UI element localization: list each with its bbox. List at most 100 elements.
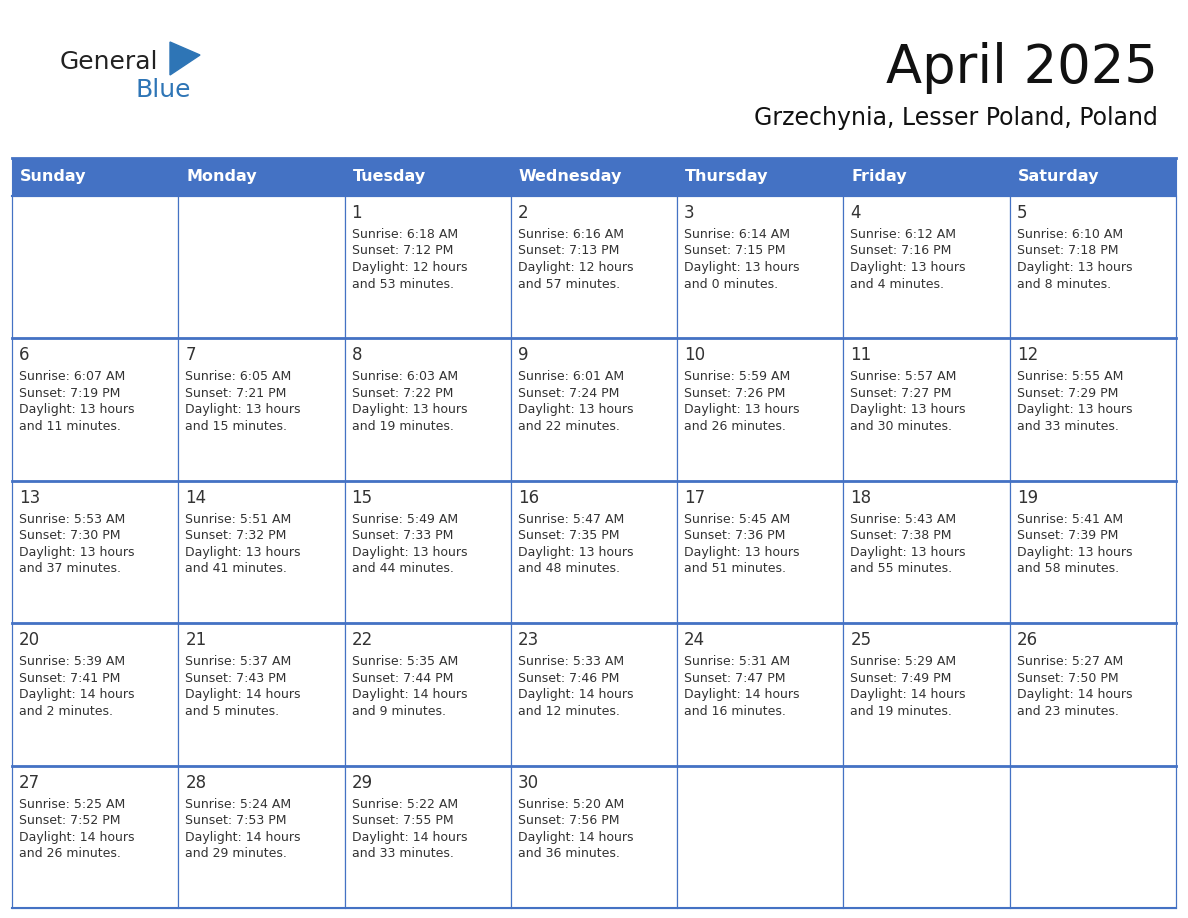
Text: Daylight: 14 hours: Daylight: 14 hours: [518, 688, 633, 701]
Bar: [843, 196, 1010, 339]
Text: Sunrise: 6:03 AM: Sunrise: 6:03 AM: [352, 370, 457, 384]
Text: Sunset: 7:52 PM: Sunset: 7:52 PM: [19, 814, 120, 827]
Bar: [843, 481, 1010, 623]
Text: Sunset: 7:29 PM: Sunset: 7:29 PM: [1017, 386, 1118, 400]
Text: Blue: Blue: [135, 78, 190, 102]
Text: Daylight: 13 hours: Daylight: 13 hours: [851, 403, 966, 417]
Text: 17: 17: [684, 488, 706, 507]
Text: and 26 minutes.: and 26 minutes.: [684, 420, 786, 433]
Bar: [345, 339, 511, 481]
Bar: [12, 481, 178, 623]
Text: 3: 3: [684, 204, 695, 222]
Text: Daylight: 13 hours: Daylight: 13 hours: [352, 546, 467, 559]
Text: and 41 minutes.: and 41 minutes.: [185, 563, 287, 576]
Bar: [843, 766, 1010, 908]
Text: Sunset: 7:13 PM: Sunset: 7:13 PM: [518, 244, 619, 258]
Text: Sunset: 7:15 PM: Sunset: 7:15 PM: [684, 244, 785, 258]
Bar: [345, 481, 511, 623]
Text: Daylight: 13 hours: Daylight: 13 hours: [684, 546, 800, 559]
Text: and 8 minutes.: and 8 minutes.: [1017, 277, 1111, 290]
Bar: [178, 196, 345, 339]
Text: Sunrise: 6:01 AM: Sunrise: 6:01 AM: [518, 370, 624, 384]
Bar: [677, 158, 843, 196]
Text: Sunrise: 5:24 AM: Sunrise: 5:24 AM: [185, 798, 291, 811]
Text: Daylight: 13 hours: Daylight: 13 hours: [684, 261, 800, 274]
Text: 4: 4: [851, 204, 861, 222]
Text: Daylight: 13 hours: Daylight: 13 hours: [684, 403, 800, 417]
Text: and 5 minutes.: and 5 minutes.: [185, 705, 279, 718]
Bar: [511, 623, 677, 766]
Text: Sunrise: 5:31 AM: Sunrise: 5:31 AM: [684, 655, 790, 668]
Text: Daylight: 14 hours: Daylight: 14 hours: [851, 688, 966, 701]
Text: and 30 minutes.: and 30 minutes.: [851, 420, 953, 433]
Text: Daylight: 13 hours: Daylight: 13 hours: [185, 546, 301, 559]
Text: Sunset: 7:46 PM: Sunset: 7:46 PM: [518, 672, 619, 685]
Text: Sunrise: 5:51 AM: Sunrise: 5:51 AM: [185, 513, 291, 526]
Text: Sunset: 7:55 PM: Sunset: 7:55 PM: [352, 814, 453, 827]
Text: April 2025: April 2025: [886, 42, 1158, 94]
Text: and 0 minutes.: and 0 minutes.: [684, 277, 778, 290]
Bar: [843, 158, 1010, 196]
Bar: [1010, 158, 1176, 196]
Text: and 12 minutes.: and 12 minutes.: [518, 705, 620, 718]
Bar: [345, 766, 511, 908]
Text: Sunset: 7:26 PM: Sunset: 7:26 PM: [684, 386, 785, 400]
Bar: [511, 481, 677, 623]
Text: Sunrise: 5:25 AM: Sunrise: 5:25 AM: [19, 798, 125, 811]
Text: Daylight: 14 hours: Daylight: 14 hours: [684, 688, 800, 701]
Text: Wednesday: Wednesday: [519, 170, 623, 185]
Bar: [677, 481, 843, 623]
Text: and 23 minutes.: and 23 minutes.: [1017, 705, 1119, 718]
Text: Sunrise: 6:18 AM: Sunrise: 6:18 AM: [352, 228, 457, 241]
Text: and 4 minutes.: and 4 minutes.: [851, 277, 944, 290]
Text: and 19 minutes.: and 19 minutes.: [352, 420, 454, 433]
Text: Sunset: 7:24 PM: Sunset: 7:24 PM: [518, 386, 619, 400]
Text: Sunday: Sunday: [20, 170, 87, 185]
Text: 20: 20: [19, 632, 40, 649]
Text: Sunset: 7:53 PM: Sunset: 7:53 PM: [185, 814, 286, 827]
Bar: [12, 339, 178, 481]
Text: Saturday: Saturday: [1018, 170, 1099, 185]
Text: Sunset: 7:35 PM: Sunset: 7:35 PM: [518, 530, 619, 543]
Text: and 26 minutes.: and 26 minutes.: [19, 847, 121, 860]
Bar: [677, 766, 843, 908]
Text: Sunset: 7:27 PM: Sunset: 7:27 PM: [851, 386, 952, 400]
Text: Sunset: 7:50 PM: Sunset: 7:50 PM: [1017, 672, 1118, 685]
Text: and 22 minutes.: and 22 minutes.: [518, 420, 620, 433]
Text: 7: 7: [185, 346, 196, 364]
Text: Sunrise: 6:10 AM: Sunrise: 6:10 AM: [1017, 228, 1123, 241]
Text: Thursday: Thursday: [685, 170, 769, 185]
Text: Sunset: 7:21 PM: Sunset: 7:21 PM: [185, 386, 286, 400]
Text: Sunrise: 6:07 AM: Sunrise: 6:07 AM: [19, 370, 125, 384]
Text: Daylight: 14 hours: Daylight: 14 hours: [185, 831, 301, 844]
Bar: [677, 623, 843, 766]
Text: 23: 23: [518, 632, 539, 649]
Text: 16: 16: [518, 488, 539, 507]
Text: Daylight: 13 hours: Daylight: 13 hours: [851, 261, 966, 274]
Text: Tuesday: Tuesday: [353, 170, 425, 185]
Text: and 9 minutes.: and 9 minutes.: [352, 705, 446, 718]
Text: Sunrise: 6:05 AM: Sunrise: 6:05 AM: [185, 370, 291, 384]
Text: Sunrise: 5:55 AM: Sunrise: 5:55 AM: [1017, 370, 1123, 384]
Text: Daylight: 14 hours: Daylight: 14 hours: [19, 831, 134, 844]
Text: 11: 11: [851, 346, 872, 364]
Bar: [12, 158, 178, 196]
Text: Sunset: 7:22 PM: Sunset: 7:22 PM: [352, 386, 453, 400]
Text: 29: 29: [352, 774, 373, 791]
Text: 10: 10: [684, 346, 706, 364]
Text: and 44 minutes.: and 44 minutes.: [352, 563, 454, 576]
Text: and 51 minutes.: and 51 minutes.: [684, 563, 786, 576]
Text: Sunrise: 5:49 AM: Sunrise: 5:49 AM: [352, 513, 457, 526]
Text: Daylight: 13 hours: Daylight: 13 hours: [185, 403, 301, 417]
Text: 12: 12: [1017, 346, 1038, 364]
Text: 25: 25: [851, 632, 872, 649]
Text: and 37 minutes.: and 37 minutes.: [19, 563, 121, 576]
Text: and 57 minutes.: and 57 minutes.: [518, 277, 620, 290]
Text: Sunrise: 5:20 AM: Sunrise: 5:20 AM: [518, 798, 624, 811]
Text: 5: 5: [1017, 204, 1028, 222]
Bar: [511, 196, 677, 339]
Text: Sunset: 7:32 PM: Sunset: 7:32 PM: [185, 530, 286, 543]
Text: Daylight: 14 hours: Daylight: 14 hours: [19, 688, 134, 701]
Text: 27: 27: [19, 774, 40, 791]
Text: and 53 minutes.: and 53 minutes.: [352, 277, 454, 290]
